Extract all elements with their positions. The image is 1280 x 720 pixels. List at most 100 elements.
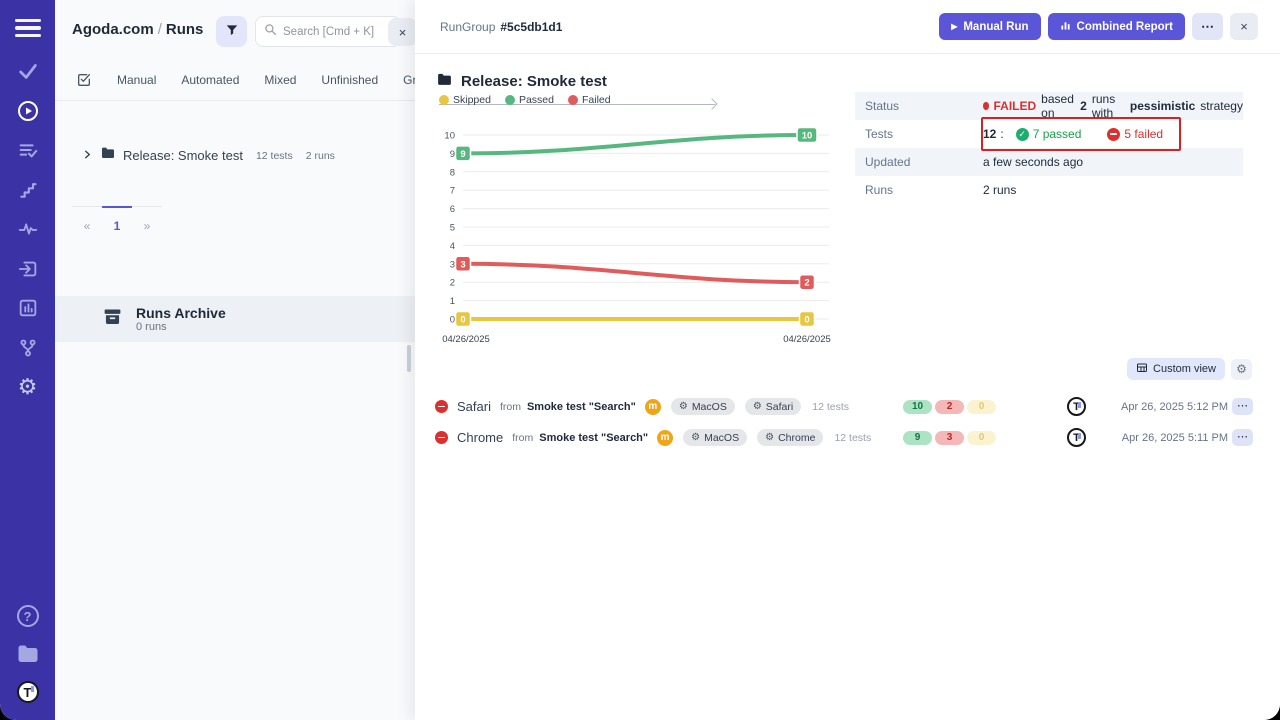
branches-icon[interactable] [16,336,40,360]
more-actions-button[interactable]: ⋯ [1192,13,1223,40]
runs-row: Runs 2 runs [855,176,1243,204]
tests-check-icon[interactable] [16,59,40,83]
tests-total: 12 [983,127,997,141]
settings-gear-icon[interactable]: ⚙ [17,374,38,399]
status-row: Status FAILED based on 2 runs with pessi… [855,92,1243,120]
folder-icon [100,145,116,166]
run-owner-avatar[interactable]: T [1067,428,1086,447]
tests-passed: 7 passed [1032,127,1082,141]
runs-play-icon[interactable] [16,99,40,123]
entity-label: RunGroup [440,19,496,34]
run-row-chrome[interactable]: Chrome from Smoke test "Search" m ⚙ MacOS… [435,422,1253,453]
run-source[interactable]: Smoke test "Search" [526,400,636,413]
runs-list: Safari from Smoke test "Search" m ⚙ MacOS… [435,391,1253,453]
tab-groups[interactable]: Groups [403,73,415,87]
pulse-icon[interactable] [16,217,40,241]
manual-run-button[interactable]: ▶ Manual Run [939,13,1041,40]
check-circle-icon: ✓ [1015,127,1029,141]
manual-mode-badge: m [657,429,674,446]
tests-failed: 5 failed [1124,127,1164,141]
failed-count-pill: 3 [935,430,964,445]
run-more-button[interactable]: ⋯ [1232,398,1253,415]
svg-text:0: 0 [450,315,455,326]
search-input[interactable] [283,25,392,38]
legend-item-failed[interactable]: Failed [567,94,611,106]
run-failed-icon [435,431,448,444]
updated-label: Updated [865,155,911,169]
filter-button[interactable] [216,16,247,47]
rungroup-name[interactable]: Release: Smoke test [123,148,243,163]
run-name[interactable]: Chrome [457,430,504,445]
pagination-page-1[interactable]: 1 [102,206,132,233]
breadcrumb-section[interactable]: Runs [165,21,204,38]
pagination-next[interactable]: » [132,206,162,233]
custom-view-button[interactable]: Custom view [1127,358,1225,380]
runs-archive-row[interactable]: Runs Archive 0 runs [55,296,415,342]
help-icon[interactable]: ? [16,605,39,627]
tests-row: Tests 12 : ✓ 7 passed 5 failed [855,120,1243,148]
svg-text:2: 2 [804,278,809,289]
run-source[interactable]: Smoke test "Search" [539,431,649,444]
legend-item-skipped[interactable]: Skipped [439,94,491,106]
passed-count-pill: 9 [903,430,932,445]
menu-icon[interactable] [14,19,41,37]
env-pill-browser[interactable]: ⚙ Safari [744,398,802,415]
run-timestamp: Apr 26, 2025 5:12 PM [1120,400,1228,413]
legend-dot-icon [439,95,449,105]
svg-text:9: 9 [450,149,455,160]
breadcrumb-project[interactable]: Agoda.com [72,21,154,38]
svg-text:0: 0 [804,315,809,326]
archive-count: 0 runs [136,321,167,334]
tab-unfinished[interactable]: Unfinished [321,73,379,87]
pagination: « 1 » [72,206,415,233]
env-pill-os[interactable]: ⚙ MacOS [670,398,735,415]
pagination-prev[interactable]: « [72,206,102,233]
failed-count-pill: 2 [935,399,964,414]
breadcrumb-separator: / [157,21,162,38]
status-text: based on [1041,92,1074,120]
archive-box-icon [102,306,123,332]
table-view-icon [1136,362,1148,377]
updated-value: a few seconds ago [983,155,1084,169]
run-from-label: from [512,431,534,444]
legend-dot-icon [504,95,515,105]
legend-item-passed[interactable]: Passed [504,94,554,106]
status-runs-count: 2 [1080,99,1087,113]
rungroup-tree-item[interactable]: Release: Smoke test 12 tests 2 runs [82,145,415,166]
run-owner-avatar[interactable]: T [1067,397,1086,416]
status-text-3: strategy [1200,99,1243,113]
archive-title: Runs Archive [136,304,226,321]
env-pill-browser[interactable]: ⚙ Chrome [757,429,824,446]
scrollbar-thumb[interactable] [407,345,411,372]
env-pill-os[interactable]: ⚙ MacOS [683,429,748,446]
tab-mixed[interactable]: Mixed [264,73,297,87]
combined-report-button[interactable]: Combined Report [1047,13,1185,40]
run-row-safari[interactable]: Safari from Smoke test "Search" m ⚙ MacOS… [435,391,1253,422]
gear-icon: ⚙ [752,401,762,412]
chevron-right-icon[interactable] [82,147,93,165]
tab-automated[interactable]: Automated [181,73,240,87]
import-icon[interactable] [16,257,40,281]
detail-topbar: RunGroup #5c5db1d1 ▶ Manual Run Combined… [415,0,1280,54]
svg-text:04/26/2025: 04/26/2025 [442,334,490,345]
play-icon: ▶ [951,22,958,31]
user-avatar[interactable]: T [16,681,39,703]
select-all-icon[interactable] [76,72,92,88]
funnel-icon [225,23,239,40]
runs-value: 2 runs [983,183,1017,197]
test-plans-icon[interactable] [16,138,40,162]
manual-mode-badge: m [644,398,661,415]
tab-manual[interactable]: Manual [117,73,157,87]
run-failed-icon [435,400,448,413]
panel-close-button[interactable]: × [388,18,415,46]
close-detail-button[interactable]: × [1230,13,1258,40]
steps-icon[interactable] [16,178,40,202]
run-more-button[interactable]: ⋯ [1232,429,1253,446]
svg-text:3: 3 [460,259,465,270]
view-settings-gear-icon[interactable]: ⚙ [1231,358,1252,380]
run-name[interactable]: Safari [457,399,491,414]
run-from-label: from [499,400,521,413]
projects-folder-icon[interactable] [16,642,40,666]
analytics-icon[interactable] [16,296,40,320]
